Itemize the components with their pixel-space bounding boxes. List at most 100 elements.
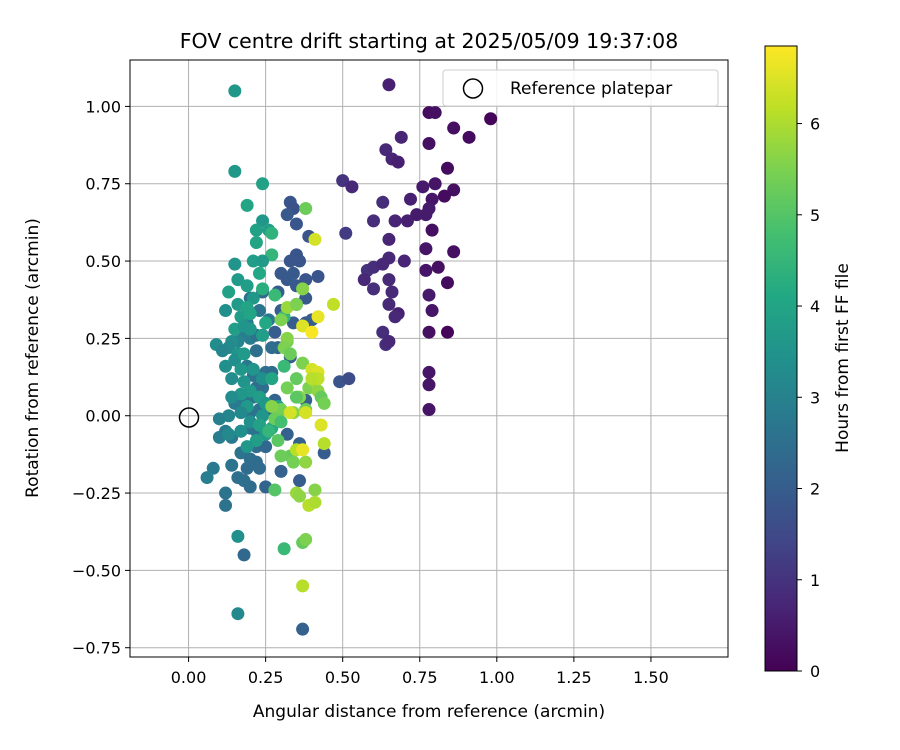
- x-tick-label: 1.00: [479, 668, 515, 687]
- data-point: [382, 232, 396, 246]
- data-point: [231, 607, 245, 621]
- data-point: [225, 390, 239, 404]
- data-point: [259, 316, 273, 330]
- data-point: [419, 242, 433, 256]
- data-point: [256, 214, 270, 228]
- data-point: [410, 208, 424, 222]
- data-point: [277, 542, 291, 556]
- data-point: [462, 130, 476, 144]
- x-axis-label: Angular distance from reference (arcmin): [253, 702, 605, 722]
- data-point: [305, 372, 319, 386]
- data-points: [200, 78, 498, 636]
- data-point: [419, 208, 433, 222]
- data-point: [317, 446, 331, 460]
- data-point: [265, 372, 279, 386]
- data-point: [249, 344, 263, 358]
- data-point: [243, 307, 257, 321]
- data-point: [289, 372, 303, 386]
- data-point: [249, 236, 263, 250]
- data-point: [249, 223, 263, 237]
- data-point: [212, 412, 226, 426]
- data-point: [243, 480, 257, 494]
- data-point: [265, 226, 279, 240]
- data-point: [265, 248, 279, 262]
- data-point: [382, 297, 396, 311]
- data-point: [283, 406, 297, 420]
- data-point: [385, 285, 399, 299]
- x-tick-label: 0.75: [402, 668, 438, 687]
- chart-title: FOV centre drift starting at 2025/05/09 …: [180, 29, 679, 53]
- data-point: [440, 161, 454, 175]
- data-point: [222, 285, 236, 299]
- data-point: [422, 137, 436, 151]
- data-point: [240, 198, 254, 212]
- colorbar-tick-label: 5: [810, 206, 820, 225]
- colorbar-label: Hours from first FF file: [833, 263, 853, 453]
- data-point: [246, 254, 260, 268]
- data-point: [256, 282, 270, 296]
- data-point: [419, 263, 433, 277]
- legend: Reference platepar: [442, 69, 719, 107]
- data-point: [336, 174, 350, 188]
- data-point: [225, 458, 239, 472]
- x-tick-label: 0.25: [248, 668, 284, 687]
- colorbar-gradient: [764, 45, 798, 672]
- data-point: [293, 489, 307, 503]
- colorbar-tick-label: 1: [810, 571, 820, 590]
- data-point: [228, 84, 242, 98]
- data-point: [299, 406, 313, 420]
- y-tick-label: −0.25: [72, 484, 121, 503]
- data-point: [437, 189, 451, 203]
- data-point: [228, 257, 242, 271]
- data-point: [382, 78, 396, 92]
- y-tick-label: −0.75: [72, 639, 121, 658]
- data-point: [249, 433, 263, 447]
- data-point: [416, 180, 430, 194]
- data-point: [296, 282, 310, 296]
- data-point: [225, 372, 239, 386]
- data-point: [376, 325, 390, 339]
- data-point: [271, 433, 285, 447]
- data-point: [289, 217, 303, 231]
- colorbar-ticks: 0 1 2 3 4 5 6: [797, 115, 820, 681]
- data-point: [268, 483, 282, 497]
- data-point: [308, 483, 322, 497]
- data-point: [280, 273, 294, 287]
- colorbar-tick-label: 2: [810, 480, 820, 499]
- legend-label: Reference platepar: [510, 79, 672, 99]
- y-tick-label: 0.50: [85, 252, 121, 271]
- data-point: [268, 288, 282, 302]
- data-point: [274, 449, 288, 463]
- data-point: [256, 177, 270, 191]
- data-point: [277, 359, 291, 373]
- data-point: [382, 334, 396, 348]
- data-point: [256, 254, 270, 268]
- data-point: [422, 288, 436, 302]
- data-point: [206, 461, 220, 475]
- data-point: [428, 177, 442, 191]
- data-point: [422, 325, 436, 339]
- colorbar-tick-label: 3: [810, 388, 820, 407]
- data-point: [296, 319, 310, 333]
- data-point: [308, 232, 322, 246]
- x-tick-label: 1.50: [633, 668, 669, 687]
- data-point: [200, 471, 214, 485]
- data-point: [299, 532, 313, 546]
- data-point: [246, 362, 260, 376]
- data-point: [293, 254, 307, 268]
- data-point: [234, 406, 248, 420]
- data-point: [219, 304, 233, 318]
- data-point: [219, 486, 233, 500]
- reference-point-marker: [178, 407, 200, 428]
- data-point: [246, 291, 260, 305]
- data-point: [388, 214, 402, 228]
- data-point: [431, 260, 445, 274]
- data-point: [256, 328, 270, 342]
- data-point: [296, 622, 310, 636]
- data-point: [299, 201, 313, 215]
- data-point: [311, 310, 325, 324]
- data-point: [391, 155, 405, 169]
- y-tick-label: −0.50: [72, 561, 121, 580]
- data-point: [283, 254, 297, 268]
